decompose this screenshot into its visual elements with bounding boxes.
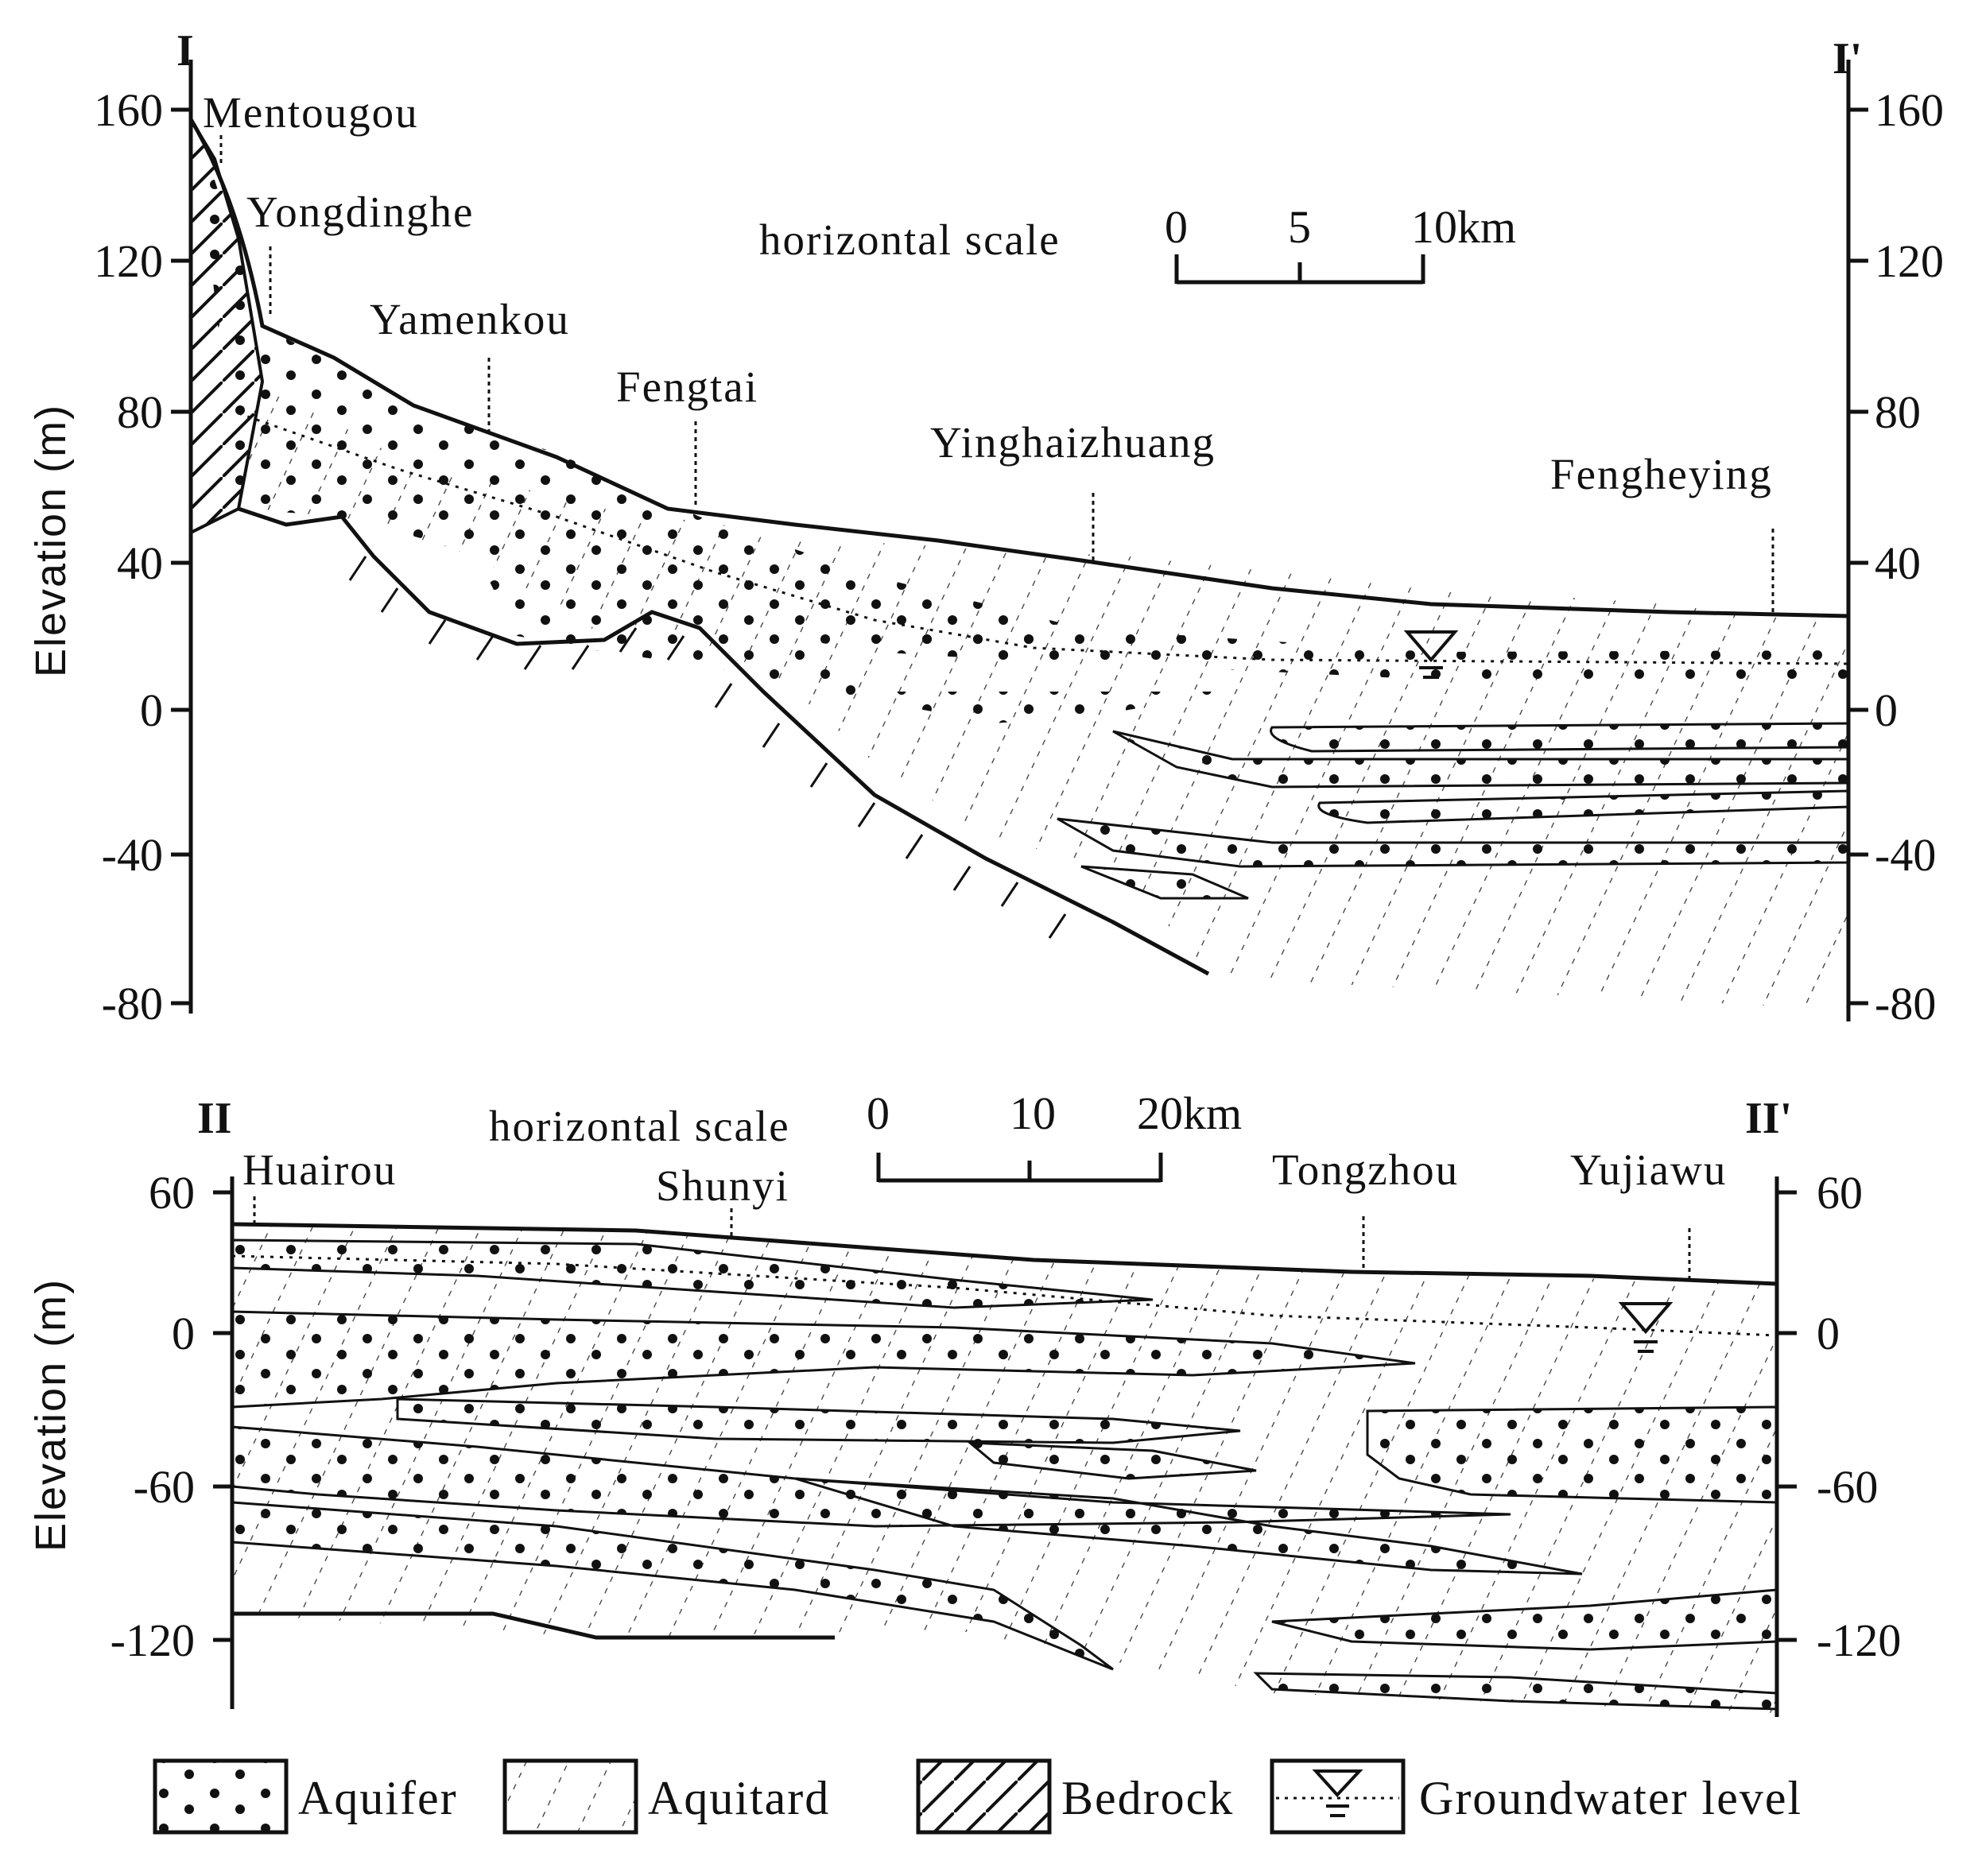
tick-label: 0 xyxy=(140,684,163,736)
tick-label: 0 xyxy=(1817,1308,1840,1359)
aquifer-layer-2b xyxy=(231,1310,1416,1409)
groundwater-symbol-2 xyxy=(1618,1302,1674,1353)
place-yongdinghe: Yongdinghe xyxy=(246,188,474,236)
tick-label: 120 xyxy=(94,235,163,287)
y-axis-title-1: Elevation (m) xyxy=(27,404,75,677)
tick-label: -80 xyxy=(102,978,163,1029)
y-axis-title-2: Elevation (m) xyxy=(27,1278,75,1552)
aquifer-layer-2g xyxy=(231,1501,1114,1671)
aquifer-layer-2d xyxy=(966,1441,1257,1480)
aquifer-lens-1b xyxy=(1270,722,1850,753)
y-ticks-right-1 xyxy=(1848,107,1868,1006)
scale-bar-1 xyxy=(1174,254,1425,285)
scale-tick-1-5: 5 xyxy=(1288,201,1311,253)
tick-label: -60 xyxy=(134,1461,195,1513)
aquifer-lens-1f xyxy=(1080,865,1249,900)
section-1 xyxy=(171,60,1868,1021)
section-2-start-label: II xyxy=(197,1094,232,1143)
aquifer-body-1 xyxy=(195,119,1232,723)
tick-label: 0 xyxy=(1875,684,1898,736)
legend: Aquifer Aquitard Bedrock Groundwater lev… xyxy=(153,1758,1802,1835)
place-fengtai: Fengtai xyxy=(616,362,758,411)
bedrock-base-1 xyxy=(238,506,1210,976)
section-1-end-label: I' xyxy=(1833,34,1862,83)
section-2 xyxy=(213,1153,1797,1717)
place-shunyi: Shunyi xyxy=(656,1161,789,1210)
place-huairou: Huairou xyxy=(242,1145,397,1194)
tick-label: 80 xyxy=(1875,386,1921,438)
tick-label: 120 xyxy=(1875,235,1944,287)
legend-aquifer-swatch xyxy=(153,1758,289,1835)
legend-aquitard-swatch xyxy=(502,1758,638,1835)
y-ticks-left-2 xyxy=(213,1190,232,1642)
place-fengheying: Fengheying xyxy=(1550,450,1773,498)
section-2-end-label: II' xyxy=(1745,1094,1792,1143)
place-yamenkou: Yamenkou xyxy=(370,295,570,343)
aquifer-layer-2f xyxy=(794,1477,1583,1576)
tick-label: 40 xyxy=(1875,537,1921,589)
y-ticks-left-1 xyxy=(171,107,191,1006)
tick-label: 40 xyxy=(117,537,163,589)
tick-label: -40 xyxy=(102,829,163,881)
bedrock-base-hatch-1 xyxy=(348,556,1067,939)
tick-label: 60 xyxy=(149,1167,195,1219)
ground-surface-1 xyxy=(188,118,1849,618)
legend-bedrock-swatch xyxy=(916,1758,1052,1835)
tick-label: 60 xyxy=(1817,1167,1863,1219)
section-2-base xyxy=(232,1611,835,1640)
tick-label: -120 xyxy=(111,1614,195,1666)
y-tick-labels-left-1: 160 120 80 40 0 -40 -80 xyxy=(94,84,163,1029)
scale-tick-1-10: 10km xyxy=(1411,201,1516,253)
scale-label-2: horizontal scale xyxy=(489,1102,790,1150)
place-leaders-1 xyxy=(219,135,1774,612)
scale-bar-2 xyxy=(876,1153,1163,1183)
section-1-start-label: I xyxy=(176,26,194,76)
aquifer-lens-1d xyxy=(1317,789,1850,824)
ground-surface-2 xyxy=(231,1222,1778,1286)
scale-label-1: horizontal scale xyxy=(759,215,1061,264)
place-tongzhou: Tongzhou xyxy=(1272,1145,1459,1194)
aquifer-layer-2c xyxy=(396,1397,1241,1444)
y-tick-labels-right-1: 160 120 80 40 0 -40 -80 xyxy=(1875,84,1944,1029)
tick-label: 80 xyxy=(117,386,163,438)
place-mentougou: Mentougou xyxy=(203,88,419,137)
tick-label: 0 xyxy=(172,1308,195,1359)
tick-label: -40 xyxy=(1875,829,1936,881)
tick-label: -80 xyxy=(1875,978,1936,1029)
place-yinghaizhuang: Yinghaizhuang xyxy=(930,418,1216,467)
aquifer-layer-2a xyxy=(231,1238,1154,1309)
place-leaders-2 xyxy=(253,1196,1691,1280)
tick-label: 160 xyxy=(94,84,163,136)
scale-tick-1-0: 0 xyxy=(1165,201,1188,253)
legend-aquitard-label: Aquitard xyxy=(648,1772,830,1824)
aquifer-lens-1a xyxy=(890,628,1848,684)
scale-tick-2-10: 10 xyxy=(1010,1087,1056,1139)
tick-label: -60 xyxy=(1817,1461,1878,1513)
y-ticks-right-2 xyxy=(1777,1190,1797,1642)
y-tick-labels-right-2: 60 0 -60 -120 xyxy=(1817,1167,1901,1666)
scale-tick-2-0: 0 xyxy=(867,1087,890,1139)
place-yujiawu: Yujiawu xyxy=(1570,1145,1727,1194)
y-tick-labels-left-2: 60 0 -60 -120 xyxy=(111,1167,195,1666)
tick-label: -120 xyxy=(1817,1614,1901,1666)
legend-bedrock-label: Bedrock xyxy=(1061,1772,1234,1824)
groundwater-symbol-1 xyxy=(1403,630,1459,679)
legend-groundwater-label: Groundwater level xyxy=(1419,1772,1802,1824)
legend-aquifer-label: Aquifer xyxy=(298,1772,458,1824)
legend-groundwater-icon xyxy=(1312,1769,1363,1797)
scale-tick-2-20: 20km xyxy=(1137,1087,1242,1139)
tick-label: 160 xyxy=(1875,84,1944,136)
